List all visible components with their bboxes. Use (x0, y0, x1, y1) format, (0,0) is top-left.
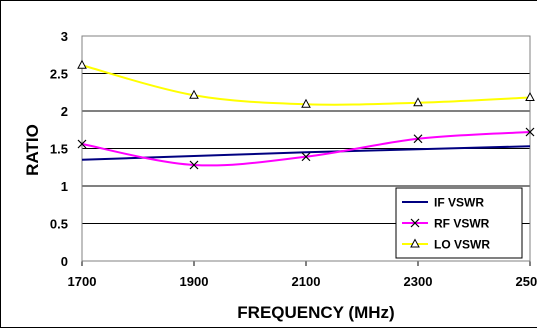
legend-label: RF VSWR (434, 217, 490, 231)
x-tick-label: 1900 (180, 274, 209, 289)
y-axis-title: RATIO (23, 124, 42, 176)
y-tick-label: 2 (61, 104, 68, 119)
legend-label: IF VSWR (434, 196, 484, 210)
x-axis-title: FREQUENCY (MHz) (237, 303, 394, 322)
y-tick-label: 1.5 (50, 142, 68, 157)
x-tick-label: 2100 (292, 274, 321, 289)
legend: IF VSWR RF VSWR LO VSWR (396, 188, 522, 258)
x-tick-label: 2500 (516, 274, 537, 289)
y-tick-label: 1 (61, 179, 68, 194)
y-tick-label: 3 (61, 29, 68, 44)
legend-label: LO VSWR (434, 238, 490, 252)
x-tick-label: 2300 (404, 274, 433, 289)
y-tick-label: 0 (61, 254, 68, 269)
y-tick-label: 2.5 (50, 67, 68, 82)
y-tick-label: 0.5 (50, 217, 68, 232)
x-tick-label: 1700 (68, 274, 97, 289)
